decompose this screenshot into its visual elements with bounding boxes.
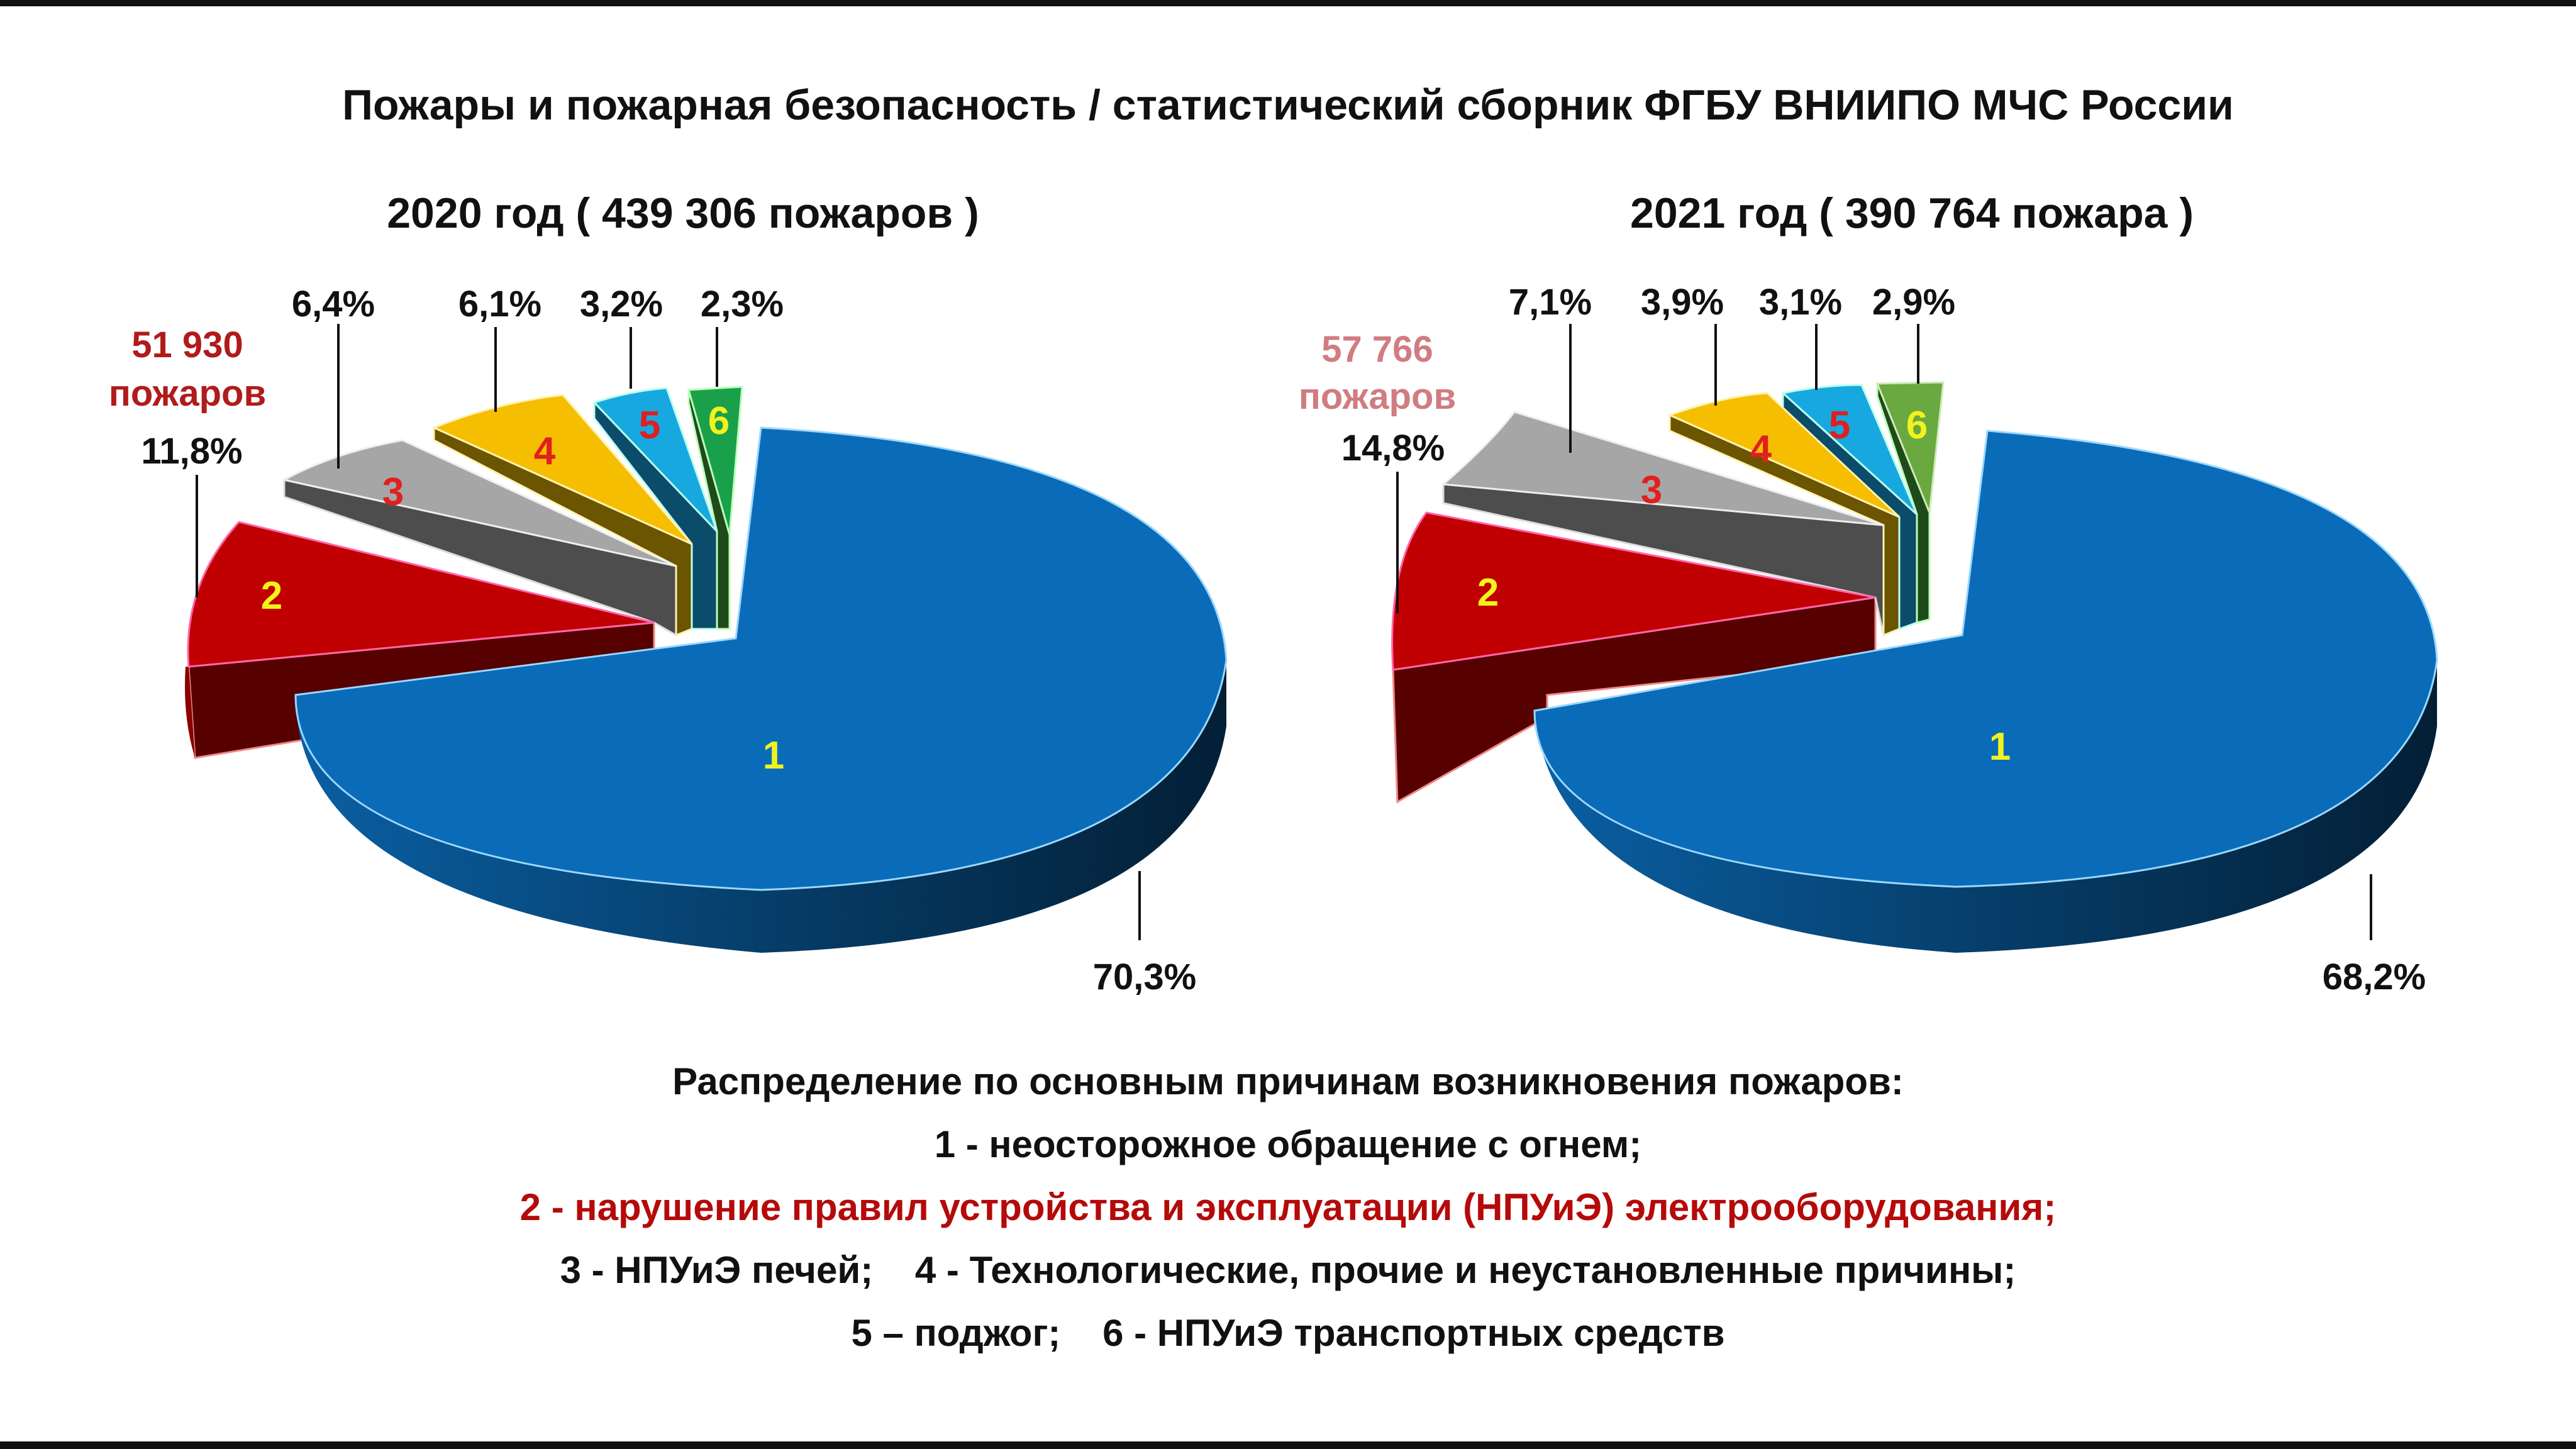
bottom-frame-bar [0,1441,2576,1449]
highlight-count-2021: 57 766 [1321,329,1433,370]
pct-label-slice-5: 3,2% [580,284,663,325]
pct-label-slice-6: 2,9% [1872,282,1955,323]
slice-5 [592,387,718,533]
slice-2 [187,521,655,668]
slice-1-side [1535,660,2437,953]
pie-2020: 1 2 3 4 5 6 70,3% 11,8% 6,4% 6,1% 3,2% 2… [109,284,1228,997]
slice-1-number: 1 [763,734,784,777]
chart-2021-title: 2021 год ( 390 764 пожара ) [1630,189,2194,237]
slice-2-number: 2 [1477,571,1499,614]
slice-3 [1441,411,1884,526]
slice-2-number: 2 [261,574,282,618]
cause-legend: Распределение по основным причинам возни… [0,1050,2576,1365]
slice-4-number: 4 [534,430,556,473]
pie-2021: 1 2 3 4 5 6 68,2% 14,8% 7,1% 3,9% 3,1% 2… [1299,282,2438,997]
chart-2020-title: 2020 год ( 439 306 пожаров ) [387,189,979,237]
slice-3-number: 3 [382,470,404,514]
highlight-unit-2021: пожаров [1299,376,1456,417]
slice-6-number: 6 [708,399,730,443]
legend-heading: Распределение по основным причинам возни… [672,1060,1904,1102]
slice-1 [1533,430,2438,888]
slice-1 [294,426,1228,891]
pct-label-slice-2: 14,8% [1341,428,1445,469]
leader-lines-2020 [196,324,1141,940]
pct-label-slice-4: 6,1% [458,284,541,325]
pct-label-slice-5: 3,1% [1759,282,1842,323]
slice-4 [1667,392,1901,518]
slice-5 [1780,384,1918,516]
pct-label-slice-6: 2,3% [701,284,784,325]
pct-label-slice-3: 7,1% [1509,282,1592,323]
pct-label-slice-2: 11,8% [141,431,242,472]
page-title: Пожары и пожарная безопасность / статист… [342,81,2234,129]
slice-4-number: 4 [1750,428,1772,471]
pct-label-slice-1: 70,3% [1093,957,1196,997]
slice-6 [1875,381,1945,513]
pct-label-slice-1: 68,2% [2323,957,2426,997]
highlight-count-2020: 51 930 [131,325,243,365]
legend-items-3-4: 3 - НПУиЭ печей; 4 - Технологические, пр… [560,1249,2016,1291]
legend-items-5-6: 5 – поджог; 6 - НПУиЭ транспортных средс… [851,1312,1725,1354]
slice-4 [431,394,693,545]
highlight-unit-2020: пожаров [109,373,266,414]
legend-item-2: 2 - нарушение правил устройства и эксплу… [519,1186,2057,1228]
pct-label-slice-3: 6,4% [292,284,375,325]
top-frame-bar [0,0,2576,6]
legend-item-1: 1 - неосторожное обращение с огнем; [934,1123,1642,1165]
slice-3-number: 3 [1641,469,1662,512]
slice-1-number: 1 [1989,725,2011,769]
slice-6-number: 6 [1906,404,1928,447]
slice-5-number: 5 [1829,404,1850,447]
pct-label-slice-4: 3,9% [1641,282,1724,323]
slice-1-side [296,660,1226,953]
slice-6 [687,386,743,535]
leader-lines-2021 [1396,324,2372,940]
slice-2-arcside [185,667,195,758]
slice-5-number: 5 [639,404,660,447]
